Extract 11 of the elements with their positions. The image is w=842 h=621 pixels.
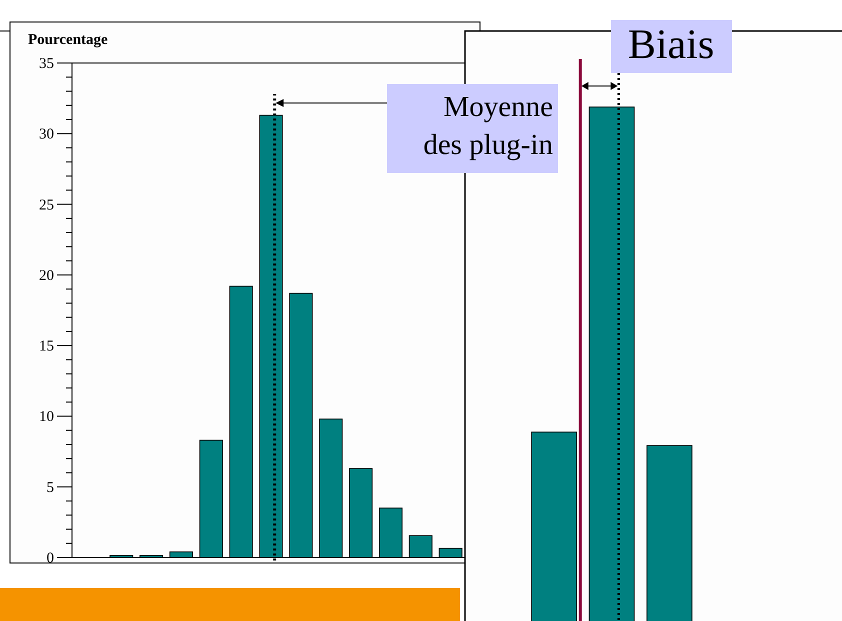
y-tick-label: 0 (46, 550, 54, 566)
y-tick-label: 30 (39, 126, 54, 143)
y-tick-label: 15 (39, 338, 54, 355)
text: Biais (628, 22, 714, 68)
y-tick-label: 5 (46, 480, 54, 496)
y-tick-label: 25 (39, 197, 54, 214)
y-tick-label: 35 (39, 56, 54, 72)
y-tick-label: 10 (39, 409, 54, 426)
y-tick-label: 20 (39, 268, 54, 284)
chart-title: Pourcentage (28, 32, 108, 48)
text: Moyenne des plug-in (423, 91, 553, 161)
